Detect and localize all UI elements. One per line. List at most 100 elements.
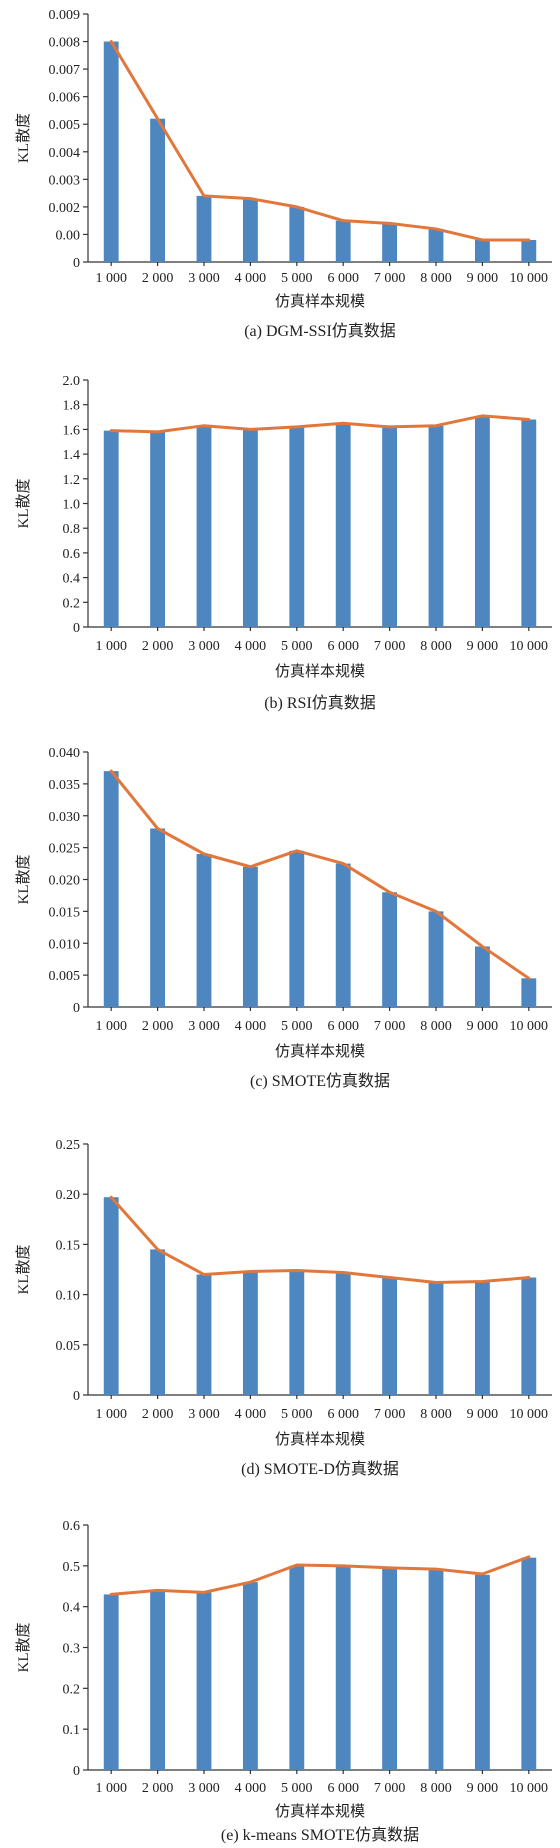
y-tick-label: 0.002 [49,201,81,216]
bar [289,1565,305,1770]
bar [242,1582,258,1770]
bar [196,1274,212,1395]
y-tick-label: 0 [73,1764,80,1779]
bar [335,220,351,262]
y-tick-label: 0.015 [49,905,81,920]
x-tick-label: 10 000 [510,1019,549,1034]
y-tick-label: 1.8 [63,399,81,414]
x-axis-title: 仿真样本规模 [275,1802,365,1820]
x-tick-label: 10 000 [510,1407,549,1422]
bar [428,228,444,262]
x-tick-label: 7 000 [374,1019,406,1034]
y-tick-label: 0.025 [49,842,81,857]
bar [289,1270,305,1395]
x-tick-label: 4 000 [235,271,267,286]
trend-line [109,1555,531,1596]
x-axis-title: 仿真样本规模 [275,292,365,310]
bar [242,429,258,627]
y-tick-label: 0 [73,1001,80,1016]
bar [474,239,490,262]
bar [289,850,305,1007]
x-tick-label: 5 000 [281,1407,313,1422]
trend-line [109,769,531,980]
x-axis-title: 仿真样本规模 [275,662,365,680]
x-tick-label: 2 000 [142,1407,174,1422]
x-tick-label: 6 000 [327,1407,359,1422]
y-tick-label: 0.4 [63,1601,81,1616]
chart-caption: (a) DGM-SSI仿真数据 [244,322,396,340]
bar [150,1249,166,1395]
bar [428,425,444,627]
chart-caption: (c) SMOTE仿真数据 [250,1072,390,1090]
x-tick-label: 3 000 [188,639,220,654]
y-tick-label: 0.035 [49,778,81,793]
x-tick-label: 10 000 [510,1781,549,1796]
bar [474,417,490,627]
x-tick-label: 8 000 [420,1407,452,1422]
chart-panel: 0 0.00 0.002 0.003 0.004 0.005 0.006 0.007 0.008… [15,8,552,340]
bar [196,854,212,1007]
bar [150,431,166,627]
bar [335,863,351,1007]
x-tick-label: 9 000 [467,1019,499,1034]
y-tick-label: 1.2 [63,473,81,488]
chart-panel: 0 0.05 0.10 0.15 0.20 0.25 1 000 2 000 3 000 4 00… [15,1138,552,1478]
x-tick-label: 1 000 [95,1781,127,1796]
y-axis-title: KL散度 [15,1623,32,1673]
x-tick-label: 1 000 [95,1019,127,1034]
x-tick-label: 2 000 [142,271,174,286]
x-axis-title: 仿真样本规模 [275,1042,365,1060]
x-tick-label: 9 000 [467,1781,499,1796]
bar [521,239,537,262]
bar [474,1281,490,1395]
y-tick-label: 1.0 [63,498,81,513]
trend-line [109,414,531,434]
y-tick-label: 0.05 [56,1339,81,1354]
x-tick-label: 10 000 [510,271,549,286]
chart-caption: (e) k-means SMOTE仿真数据 [221,1826,419,1844]
x-tick-label: 8 000 [420,639,452,654]
y-tick-label: 0.008 [49,36,81,51]
y-tick-label: 0.020 [49,874,81,889]
x-tick-label: 3 000 [188,271,220,286]
y-tick-label: 0.030 [49,810,81,825]
bar [521,1277,537,1395]
y-tick-label: 0.2 [63,596,81,611]
y-tick-label: 0.007 [49,63,81,78]
y-tick-label: 0.15 [56,1238,81,1253]
y-tick-label: 0.6 [63,547,81,562]
chart-panel: 0 0.005 0.010 0.015 0.020 0.025 0.030 0.035 0.04… [15,746,552,1090]
bar [103,771,119,1007]
y-tick-label: 1.4 [63,448,81,463]
x-tick-label: 2 000 [142,639,174,654]
x-axis-title: 仿真样本规模 [275,1430,365,1448]
x-tick-label: 5 000 [281,1781,313,1796]
y-tick-label: 0.4 [63,572,81,587]
x-tick-label: 3 000 [188,1019,220,1034]
chart-panel: 0 0.1 0.2 0.3 0.4 0.5 0.6 1 000 2 000 3 000 4 000 5… [15,1519,552,1844]
bar [196,195,212,262]
chart-caption: (b) RSI仿真数据 [264,694,376,712]
y-tick-label: 0.5 [63,1560,81,1575]
x-tick-label: 7 000 [374,1407,406,1422]
x-tick-label: 3 000 [188,1781,220,1796]
chart-panel: 0 0.2 0.4 0.6 0.8 1.0 1.2 1.4 1.6 1.8 2.0 1 000 2 00… [15,374,552,712]
y-tick-label: 1.6 [63,423,81,438]
x-tick-label: 4 000 [235,1407,267,1422]
bar [196,426,212,627]
bar [150,1591,166,1770]
x-tick-label: 5 000 [281,639,313,654]
x-tick-label: 2 000 [142,1019,174,1034]
bar [382,892,398,1007]
y-tick-label: 0 [73,621,80,636]
bar [428,1569,444,1770]
bar [103,1594,119,1770]
x-tick-label: 1 000 [95,1407,127,1422]
bar [382,223,398,262]
bar [289,426,305,627]
x-tick-label: 4 000 [235,1781,267,1796]
y-tick-label: 0.00 [56,228,81,243]
y-tick-label: 0.1 [63,1723,81,1738]
y-tick-label: 0.040 [49,746,81,761]
